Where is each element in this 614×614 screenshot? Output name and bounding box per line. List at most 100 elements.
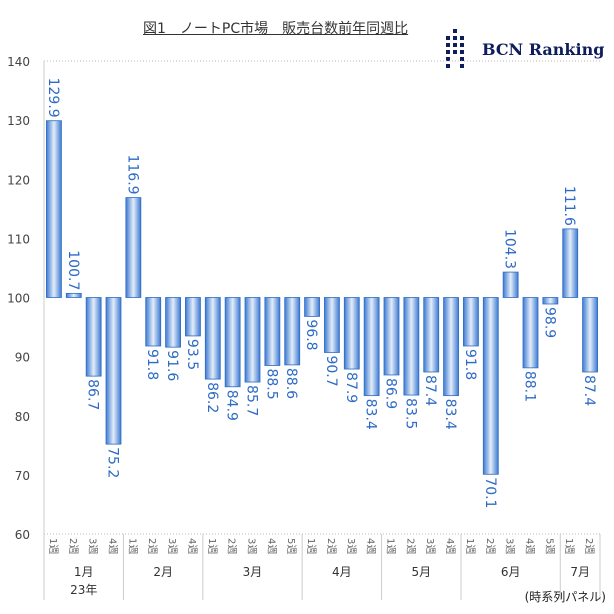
y-tick-label: 110 bbox=[7, 232, 30, 246]
data-label: 86.9 bbox=[383, 378, 399, 409]
month-label: 6月 bbox=[501, 565, 521, 579]
data-label: 86.7 bbox=[85, 379, 101, 410]
month-label: 5月 bbox=[411, 565, 431, 579]
week-label: 1週 bbox=[464, 538, 476, 554]
week-label: 2週 bbox=[226, 538, 238, 554]
week-label: 3週 bbox=[424, 538, 436, 554]
week-label: 3週 bbox=[87, 538, 99, 554]
month-label: 7月 bbox=[570, 565, 590, 579]
logo-text: BCN Ranking bbox=[482, 40, 605, 59]
week-label: 2週 bbox=[484, 538, 496, 554]
data-label: 70.1 bbox=[482, 477, 498, 508]
month-label: 3月 bbox=[243, 565, 263, 579]
week-label: 3週 bbox=[166, 538, 178, 554]
week-label: 5週 bbox=[285, 538, 297, 554]
data-label: 104.3 bbox=[502, 229, 518, 269]
bar bbox=[383, 297, 400, 376]
bar bbox=[324, 297, 340, 353]
data-label: 83.5 bbox=[402, 398, 418, 429]
week-label: 1週 bbox=[206, 538, 218, 554]
week-label: 4週 bbox=[524, 538, 536, 554]
bar bbox=[502, 271, 519, 298]
bar bbox=[343, 297, 360, 370]
data-label: 91.8 bbox=[462, 349, 478, 380]
week-label: 1週 bbox=[47, 538, 59, 554]
week-label: 2週 bbox=[67, 538, 79, 554]
week-label: 2週 bbox=[325, 538, 337, 554]
data-label: 90.7 bbox=[323, 355, 339, 386]
data-label: 98.9 bbox=[541, 307, 557, 338]
bar bbox=[145, 297, 162, 347]
data-label: 83.4 bbox=[442, 399, 458, 430]
data-label: 86.2 bbox=[204, 382, 220, 413]
data-label: 88.5 bbox=[263, 368, 279, 399]
y-tick-label: 100 bbox=[7, 292, 30, 306]
week-label: 1週 bbox=[385, 538, 397, 554]
bcn-logo-icon bbox=[446, 29, 464, 68]
footnote: (時系列パネル) bbox=[524, 590, 606, 604]
bar bbox=[185, 297, 201, 337]
week-label: 4週 bbox=[444, 538, 456, 554]
week-label: 3週 bbox=[504, 538, 516, 554]
bar bbox=[542, 297, 559, 305]
bar bbox=[125, 197, 142, 298]
data-label: 84.9 bbox=[224, 390, 240, 421]
month-label: 1月 bbox=[74, 565, 94, 579]
week-label: 2週 bbox=[583, 538, 595, 554]
bar bbox=[403, 297, 420, 396]
month-label: 4月 bbox=[332, 565, 352, 579]
week-label: 3週 bbox=[246, 538, 258, 554]
week-label: 2週 bbox=[146, 538, 158, 554]
data-label: 111.6 bbox=[561, 186, 577, 226]
week-label: 5週 bbox=[543, 538, 555, 554]
bar bbox=[105, 297, 122, 445]
bar bbox=[284, 297, 301, 366]
bar bbox=[165, 297, 181, 348]
bar bbox=[204, 297, 221, 380]
chart-title: 図1 ノートPC市場 販売台数前年同週比 bbox=[143, 21, 409, 37]
week-label: 4週 bbox=[265, 538, 277, 554]
data-label: 116.9 bbox=[124, 154, 140, 194]
bar bbox=[85, 297, 102, 377]
data-label: 87.9 bbox=[343, 372, 359, 403]
week-label: 4週 bbox=[365, 538, 377, 554]
y-tick-label: 120 bbox=[7, 173, 30, 187]
data-label: 87.4 bbox=[581, 375, 597, 406]
bar bbox=[423, 297, 440, 373]
bar bbox=[224, 297, 241, 388]
week-label: 4週 bbox=[107, 538, 119, 554]
bar bbox=[582, 297, 598, 373]
week-label: 1週 bbox=[305, 538, 317, 554]
data-label: 83.4 bbox=[363, 399, 379, 430]
y-tick-label: 140 bbox=[7, 55, 30, 69]
data-label: 87.4 bbox=[422, 375, 438, 406]
data-label: 85.7 bbox=[244, 385, 260, 416]
bar bbox=[65, 292, 82, 298]
week-label: 2週 bbox=[404, 538, 416, 554]
y-tick-label: 60 bbox=[15, 528, 30, 542]
bar bbox=[463, 297, 479, 347]
bar bbox=[562, 228, 579, 298]
bar bbox=[363, 297, 380, 397]
bar bbox=[443, 297, 459, 397]
week-label: 1週 bbox=[563, 538, 575, 554]
data-label: 96.8 bbox=[303, 319, 319, 350]
bar bbox=[304, 297, 320, 317]
month-label: 2月 bbox=[153, 565, 173, 579]
data-label: 129.9 bbox=[45, 78, 61, 118]
bar bbox=[244, 297, 261, 383]
data-label: 93.5 bbox=[184, 339, 200, 370]
data-label: 88.1 bbox=[522, 371, 538, 402]
data-label: 91.6 bbox=[164, 350, 180, 381]
data-label: 75.2 bbox=[105, 447, 121, 478]
y-tick-label: 130 bbox=[7, 114, 30, 128]
y-tick-label: 70 bbox=[15, 469, 30, 483]
year-label: 23年 bbox=[70, 583, 97, 597]
bar bbox=[46, 120, 62, 298]
data-label: 88.6 bbox=[283, 368, 299, 399]
week-label: 1週 bbox=[126, 538, 138, 554]
y-tick-label: 80 bbox=[15, 410, 30, 424]
bar bbox=[264, 297, 281, 366]
bar bbox=[482, 297, 499, 475]
